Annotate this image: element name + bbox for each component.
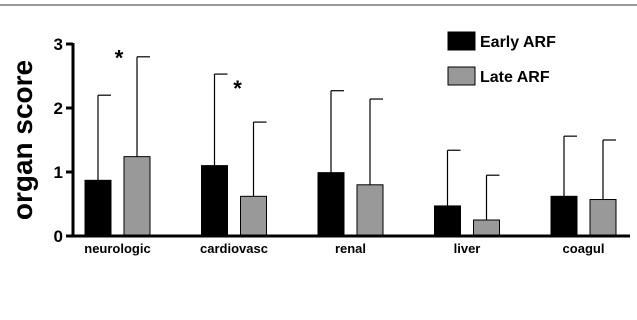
legend-label-late: Late ARF: [480, 69, 550, 86]
bar-early-cardiovasc: [201, 165, 228, 237]
legend: Early ARF Late ARF: [447, 31, 556, 86]
y-tick-label-1: 1: [54, 163, 63, 182]
bar-early-liver: [434, 205, 461, 237]
x-tick-label-neurologic: neurologic: [84, 241, 150, 256]
legend-label-early: Early ARF: [480, 34, 556, 51]
bar-early-neurologic: [84, 179, 112, 237]
bar-late-cardiovasc: [240, 195, 267, 237]
y-tick-label-2: 2: [54, 99, 63, 118]
significance-star-1: *: [115, 45, 124, 70]
significance-star-2: *: [233, 76, 242, 101]
bar-late-liver: [473, 219, 500, 237]
plot-area: **: [84, 45, 617, 237]
bar-late-renal: [356, 184, 384, 237]
x-tick-label-liver: liver: [454, 241, 481, 256]
y-tick-label-3: 3: [54, 35, 63, 54]
x-tick-label-coagul: coagul: [563, 241, 605, 256]
x-tick-label-cardiovasc: cardiovasc: [200, 241, 268, 256]
bar-early-renal: [317, 172, 345, 237]
y-axis-label: organ score: [7, 60, 38, 220]
bar-late-coagul: [589, 199, 617, 237]
legend-swatch-late: [447, 66, 476, 86]
y-tick-label-0: 0: [54, 227, 63, 246]
x-tick-label-renal: renal: [335, 241, 366, 256]
legend-swatch-early: [447, 31, 476, 51]
bar-late-neurologic: [123, 156, 151, 237]
axes: 0 1 2 3 neurologic cardiovasc renal liver coagul: [54, 35, 630, 256]
bar-early-coagul: [550, 195, 578, 237]
